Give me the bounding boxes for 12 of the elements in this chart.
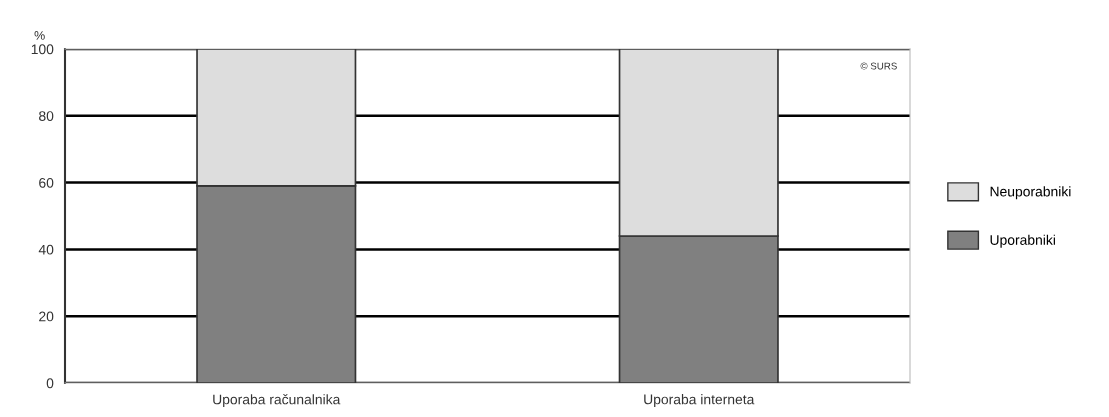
y-tick-label: 20 <box>39 311 54 322</box>
y-tick-label: 0 <box>46 378 54 389</box>
y-tick-label: 40 <box>38 244 54 255</box>
y-tick-label: 100 <box>31 44 54 55</box>
y-tick-label: 80 <box>39 111 54 121</box>
annotation: © SURS <box>860 62 897 70</box>
y-tick-label: 60 <box>39 177 54 188</box>
legend-label: Neuporabniki <box>990 186 1071 200</box>
y-axis-title: % <box>34 31 45 40</box>
x-tick-label: Uporaba računalnika <box>213 394 341 408</box>
x-tick-label: Uporaba interneta <box>644 394 755 408</box>
legend-label: Uporabniki <box>990 234 1055 248</box>
